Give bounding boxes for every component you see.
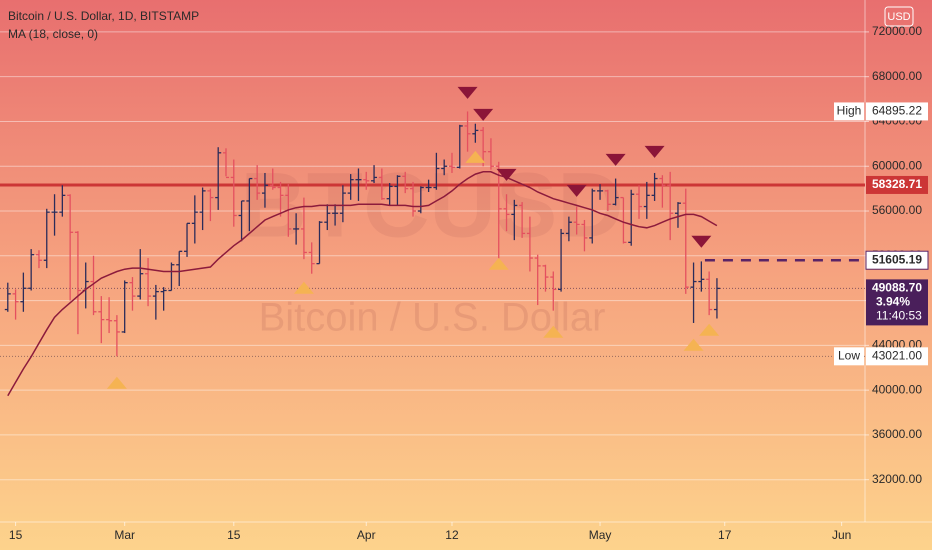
buy-signal — [683, 338, 704, 351]
sell-signal — [691, 235, 712, 248]
x-tick-label: 15 — [227, 528, 241, 542]
last-price-tag — [866, 279, 928, 326]
high-tag — [834, 102, 864, 121]
x-tick-label: 12 — [445, 528, 459, 542]
ma-line — [7, 171, 718, 397]
sell-signal — [496, 168, 517, 181]
sell-signal — [473, 108, 494, 121]
countdown-label: 11:40:53 — [876, 309, 922, 323]
y-tick-label: 56000.00 — [872, 203, 922, 217]
watermark: BTCUSD Bitcoin / U.S. Dollar — [240, 154, 623, 339]
high-tag-label: High — [837, 104, 862, 118]
y-tick-label: 68000.00 — [872, 69, 922, 83]
low-price-label: 43021.00 — [872, 348, 922, 362]
x-tick-label: Mar — [114, 528, 135, 542]
low-tag-label: Low — [838, 348, 860, 362]
plot — [0, 31, 865, 481]
resistance-label: 58328.71 — [872, 177, 922, 191]
sell-signal — [457, 86, 478, 99]
buy-signal — [106, 376, 127, 389]
sell-signal — [566, 184, 587, 197]
target-label: 51605.19 — [872, 252, 922, 266]
x-tick-label: 15 — [9, 528, 23, 542]
currency-button[interactable] — [884, 6, 914, 27]
y-tick-label: 32000.00 — [872, 472, 922, 486]
x-tick-label: 17 — [718, 528, 732, 542]
high-price-tag — [866, 102, 928, 121]
x-tick-label: Jun — [832, 528, 851, 542]
low-price-tag — [866, 347, 928, 366]
high-price-label: 64895.22 — [872, 104, 922, 118]
currency-label[interactable]: USD — [887, 11, 910, 23]
buy-signal — [465, 150, 486, 163]
buy-signal — [293, 281, 314, 294]
resistance-tag — [866, 175, 928, 194]
buy-signal — [543, 325, 564, 338]
indicator-label: MA (18, close, 0) — [8, 27, 98, 41]
y-tick-label: 40000.00 — [872, 382, 922, 396]
watermark-symbol: BTCUSD — [240, 154, 623, 256]
last-price-label: 49088.70 — [872, 281, 922, 295]
y-tick-label: 36000.00 — [872, 427, 922, 441]
y-tick-label: 60000.00 — [872, 158, 922, 172]
buy-signal — [699, 323, 720, 336]
x-tick-label: May — [589, 528, 612, 542]
chart-title: Bitcoin / U.S. Dollar, 1D, BITSTAMP — [8, 9, 199, 23]
sell-signal — [605, 153, 626, 166]
watermark-description: Bitcoin / U.S. Dollar — [259, 296, 606, 340]
x-tick-label: Apr — [357, 528, 376, 542]
sell-signal — [644, 145, 665, 158]
y-tick-label: 72000.00 — [872, 24, 922, 38]
low-tag — [834, 347, 864, 366]
buy-signal — [488, 257, 509, 270]
target-tag — [865, 250, 929, 270]
last-change-label: 3.94% — [876, 295, 910, 309]
